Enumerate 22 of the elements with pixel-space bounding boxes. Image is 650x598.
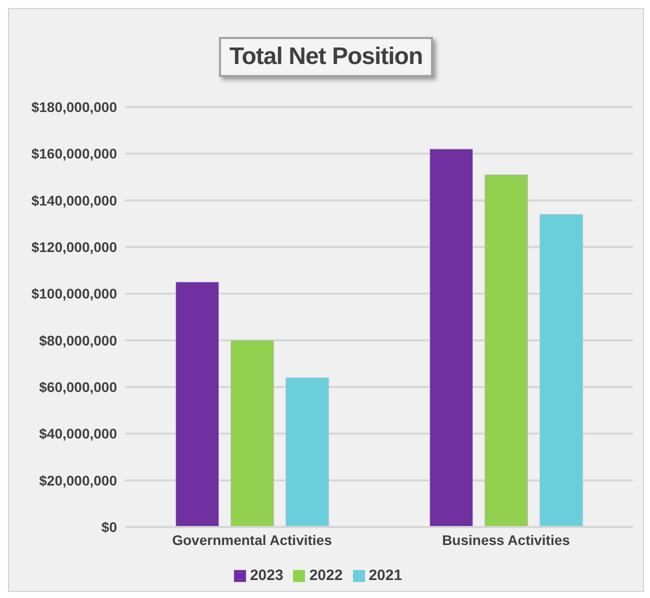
y-tick-label: $120,000,000 bbox=[31, 238, 118, 255]
y-tick-label: $60,000,000 bbox=[39, 378, 118, 395]
bar bbox=[176, 282, 220, 527]
y-tick-label: $100,000,000 bbox=[31, 286, 118, 302]
bar bbox=[540, 214, 584, 527]
y-tick-label: $20,000,000 bbox=[39, 472, 118, 488]
legend-label: 2023 bbox=[250, 567, 284, 584]
x-tick-label: Business Activities bbox=[442, 532, 570, 548]
y-tick-label: $40,000,000 bbox=[39, 426, 118, 442]
chart-title: Total Net Position bbox=[219, 37, 433, 77]
legend-label: 2022 bbox=[309, 567, 343, 584]
bar bbox=[430, 148, 474, 527]
y-tick-label: $80,000,000 bbox=[39, 332, 118, 348]
bar bbox=[286, 377, 330, 527]
x-tick-label: Governmental Activities bbox=[172, 532, 332, 548]
y-tick-label: $180,000,000 bbox=[31, 98, 118, 115]
y-tick-label: $0 bbox=[101, 518, 118, 535]
y-tick-label: $160,000,000 bbox=[31, 146, 118, 162]
bar bbox=[484, 174, 528, 527]
legend-label: 2021 bbox=[368, 567, 402, 584]
bar bbox=[230, 340, 274, 527]
y-tick-label: $140,000,000 bbox=[31, 192, 118, 208]
